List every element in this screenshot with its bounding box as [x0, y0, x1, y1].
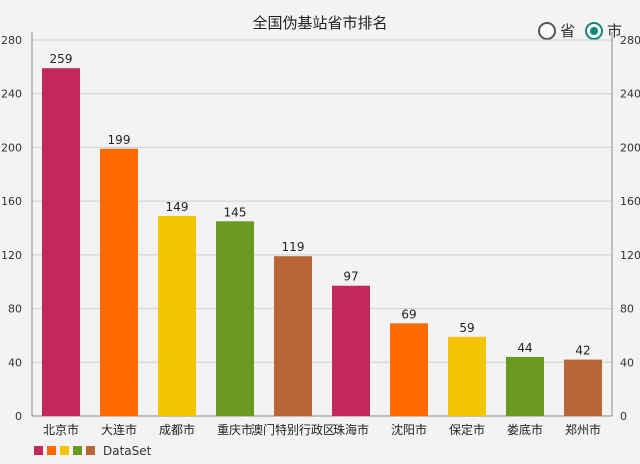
bar: [564, 359, 602, 416]
bar: [158, 215, 196, 416]
bar: [274, 256, 312, 416]
y-tick-label-right: 240: [620, 88, 640, 101]
radio-option-province[interactable]: 省: [537, 20, 575, 41]
legend-swatch: [47, 446, 56, 455]
bar: [100, 148, 138, 416]
radio-city-label: 市: [606, 22, 622, 40]
x-tick-label: 珠海市: [333, 422, 369, 437]
y-tick-label-left: 200: [1, 141, 22, 154]
x-tick-label: 北京市: [43, 422, 79, 437]
bar-value-label: 59: [459, 321, 474, 335]
bar-value-label: 145: [224, 205, 247, 219]
radio-city-icon[interactable]: [584, 21, 603, 40]
y-tick-label-left: 160: [1, 195, 22, 208]
y-tick-label-left: 120: [1, 249, 22, 262]
bar-value-label: 97: [343, 270, 358, 284]
chart-title: 全国伪基站省市排名: [252, 14, 388, 32]
legend-swatch: [73, 446, 82, 455]
bar: [42, 68, 80, 416]
legend-swatch: [86, 446, 95, 455]
y-tick-label-right: 0: [620, 410, 627, 423]
bar: [332, 285, 370, 416]
bar-value-label: 199: [108, 133, 131, 147]
legend-label: DataSet: [103, 444, 152, 458]
y-tick-label-right: 80: [620, 303, 634, 316]
radio-province-icon[interactable]: [537, 21, 556, 40]
y-tick-label-right: 160: [620, 195, 640, 208]
x-tick-label: 澳门特别行政区: [251, 422, 335, 437]
bar-value-label: 42: [575, 344, 590, 358]
legend: DataSet: [34, 444, 151, 458]
legend-swatch: [34, 446, 43, 455]
x-tick-label: 郑州市: [565, 422, 601, 437]
bar-value-label: 149: [166, 200, 189, 214]
y-tick-label-left: 80: [8, 303, 22, 316]
y-tick-label-left: 280: [1, 34, 22, 47]
y-tick-label-left: 40: [8, 356, 22, 369]
x-tick-label: 沈阳市: [391, 422, 427, 437]
bar: [506, 356, 544, 416]
province-city-toggle[interactable]: 省 市: [532, 20, 622, 41]
y-tick-label-right: 280: [620, 34, 640, 47]
bar-value-label: 119: [282, 240, 305, 254]
bar: [448, 336, 486, 416]
x-tick-label: 大连市: [101, 422, 137, 437]
legend-swatches: [34, 444, 99, 458]
bar-value-label: 69: [401, 307, 416, 321]
x-tick-label: 重庆市: [217, 422, 253, 437]
y-tick-label-right: 40: [620, 356, 634, 369]
radio-province-label: 省: [559, 22, 575, 40]
x-tick-label: 保定市: [449, 422, 485, 437]
y-tick-label-right: 120: [620, 249, 640, 262]
bar-value-label: 44: [517, 341, 532, 355]
bar: [216, 221, 254, 416]
y-tick-label-right: 200: [620, 141, 640, 154]
bar-value-label: 259: [50, 52, 73, 66]
bar: [390, 323, 428, 416]
radio-option-city[interactable]: 市: [584, 20, 622, 41]
y-tick-label-left: 0: [15, 410, 22, 423]
legend-swatch: [60, 446, 69, 455]
x-tick-label: 成都市: [159, 422, 195, 437]
x-tick-label: 娄底市: [507, 422, 543, 437]
y-tick-label-left: 240: [1, 88, 22, 101]
